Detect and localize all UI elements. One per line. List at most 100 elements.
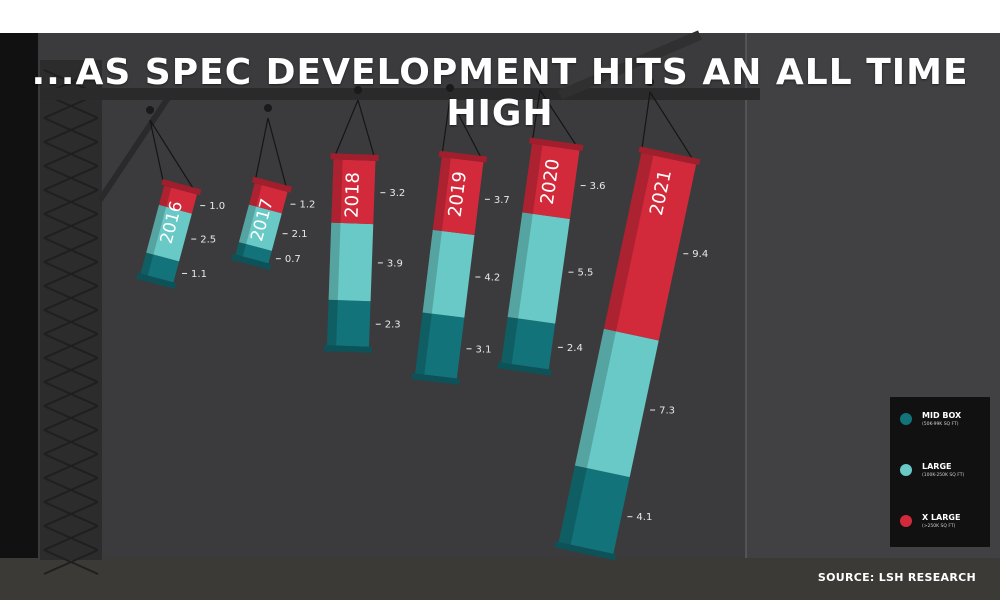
bar-x-large-2021 (603, 152, 697, 341)
beam-flange-bottom (554, 541, 617, 561)
beam-flange-top (251, 176, 293, 193)
data-label-x-large-2019: 3.7 (494, 195, 510, 206)
bar-shade (331, 159, 343, 223)
bar-shade (327, 299, 338, 346)
beam-flange-top (161, 179, 202, 196)
bar-shade (159, 185, 172, 207)
crane-hook (646, 78, 654, 86)
crane-brace (43, 285, 99, 311)
crane-brace (43, 261, 99, 287)
beam-2018: 2018 (323, 153, 379, 353)
crane-brace (43, 453, 99, 479)
data-label-large-2018: 3.9 (387, 258, 403, 269)
bar-x-large-2018 (331, 159, 376, 225)
crane-brace (43, 165, 99, 191)
bar-x-large-2017 (248, 183, 288, 214)
bar-large-2018 (328, 222, 374, 302)
beam-2016: 2016 (136, 179, 202, 289)
hanging-rope (357, 99, 377, 162)
crane-brace (43, 357, 99, 383)
bar-large-2017 (238, 204, 282, 251)
legend-sublabel: (100K-250K SQ FT) (922, 473, 965, 478)
legend-sublabel: (50K-99K SQ FT) (922, 422, 959, 427)
legend-swatch (900, 413, 912, 425)
legend-swatch (900, 464, 912, 476)
bar-x-large-2020 (522, 143, 580, 220)
hanging-rope (539, 89, 581, 151)
background-left-band (0, 33, 38, 560)
beam-flange-bottom (411, 373, 460, 385)
bar-shade (415, 312, 432, 375)
data-label-x-large-2018: 3.2 (389, 188, 405, 199)
hanging-rope (441, 97, 451, 158)
crane-brace (43, 189, 99, 215)
crane-brace (43, 501, 99, 527)
legend-sublabel: (>250K SQ FT) (922, 524, 956, 529)
data-label-mid-box-2016: 1.1 (191, 269, 207, 280)
bar-x-large-2016 (159, 185, 197, 214)
crane-brace (43, 477, 99, 503)
crane-brace (43, 309, 99, 335)
bar-mid-box-2018 (327, 299, 371, 347)
crane-jib (558, 30, 702, 100)
beam-flange-top (638, 146, 701, 166)
data-label-x-large-2016: 1.0 (209, 201, 225, 212)
bar-mid-box-2017 (235, 242, 272, 264)
crane-brace (43, 333, 99, 359)
data-label-x-large-2020: 3.6 (590, 181, 606, 192)
bar-large-2020 (507, 212, 570, 324)
data-label-large-2019: 4.2 (484, 273, 500, 284)
bar-shade (507, 212, 533, 319)
hanging-rope (332, 99, 359, 160)
crane-brace (43, 525, 99, 551)
bar-shade (140, 252, 154, 276)
data-label-mid-box-2017: 0.7 (285, 254, 301, 265)
crane-structure (40, 30, 760, 575)
data-label-mid-box-2018: 2.3 (385, 320, 401, 331)
data-label-mid-box-2019: 3.1 (476, 344, 492, 355)
data-label-x-large-2021: 9.4 (692, 249, 708, 260)
bar-large-2016 (146, 204, 192, 262)
data-label-mid-box-2020: 2.4 (567, 343, 583, 354)
beam-flange-bottom (231, 253, 272, 270)
data-label-large-2017: 2.1 (292, 229, 308, 240)
bar-large-2021 (574, 328, 659, 478)
data-label-large-2021: 7.3 (659, 406, 675, 417)
crane-hook (264, 104, 272, 112)
beam-flange-top (438, 150, 488, 163)
hanging-rope (149, 119, 198, 195)
crane-hook (536, 76, 544, 84)
bar-shade (146, 204, 167, 255)
crane-tower (40, 60, 102, 560)
page-title: ...AS SPEC DEVELOPMENT HITS AN ALL TIME … (31, 52, 969, 134)
bar-shade (522, 143, 543, 214)
hanging-rope (449, 97, 484, 163)
bar-shade (558, 465, 587, 545)
crane-brace (43, 141, 99, 167)
bar-mid-box-2021 (558, 465, 630, 554)
bar-large-2019 (422, 229, 475, 318)
bar-shade (248, 183, 262, 207)
hanging-rope (531, 89, 541, 144)
hanging-rope (267, 117, 289, 193)
chart-data-labels: 1.1 2.5 1.0 0.7 2.1 1.2 2.3 3.9 3.2 3.1 4.2 3.7 2.4 5… (182, 181, 708, 523)
legend-label: LARGE (922, 462, 952, 471)
bar-shade (328, 222, 341, 301)
bar-mid-box-2020 (501, 316, 556, 370)
legend-label: X LARGE (922, 513, 961, 522)
hanging-rope (149, 119, 165, 186)
source-caption: SOURCE: LSH RESEARCH (817, 571, 976, 584)
crane-brace (43, 429, 99, 455)
footer-bar (0, 558, 1000, 600)
crane-brace (43, 381, 99, 407)
bar-mid-box-2016 (140, 252, 180, 283)
hanging-rope (649, 91, 697, 165)
crane-strut (97, 93, 173, 202)
crane-hook (354, 86, 362, 94)
crane-brace (43, 237, 99, 263)
beam-2019: 2019 (411, 150, 488, 385)
bar-shade (235, 242, 247, 257)
data-label-large-2020: 5.5 (577, 268, 593, 279)
